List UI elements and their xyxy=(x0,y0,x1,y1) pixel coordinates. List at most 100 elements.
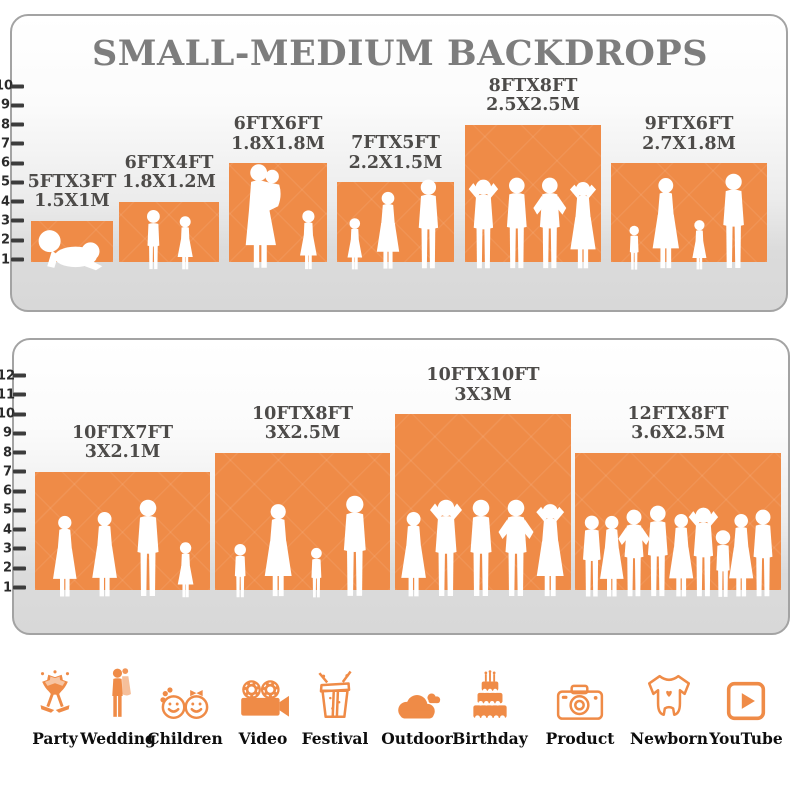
axis-tick-label: 1 xyxy=(0,252,10,267)
axis-tick-2: 2 xyxy=(0,561,26,576)
people-silhouettes xyxy=(395,499,571,599)
axis-tick-8: 8 xyxy=(0,445,26,460)
axis-tick-7: 7 xyxy=(0,464,26,479)
axis-tick-label: 7 xyxy=(2,464,12,480)
axis-tick-1: 1 xyxy=(0,580,26,595)
axis-tick-mark xyxy=(11,122,24,127)
bar-size-m: 3X2.1M xyxy=(84,442,161,463)
axis-tick-mark xyxy=(11,218,24,223)
axis-tick-4: 4 xyxy=(0,522,26,537)
crawling-baby-silhouette xyxy=(33,227,112,271)
category-wedding: Wedding xyxy=(70,666,166,748)
axis-tick-label: 9 xyxy=(2,425,12,441)
axis-tick-3: 3 xyxy=(0,213,24,228)
axis-tick-label: 2 xyxy=(2,560,12,576)
axis-tick-mark xyxy=(13,489,26,494)
axis-tick-label: 7 xyxy=(0,136,10,152)
festival-icon xyxy=(287,666,383,722)
bar-size-ft: 9FTX6FT xyxy=(644,114,734,135)
axis-tick-label: 10 xyxy=(0,78,14,94)
video-icon xyxy=(215,666,311,722)
category-birthday: Birthday xyxy=(442,666,538,748)
category-label: Festival xyxy=(301,729,369,748)
man-silhouette xyxy=(128,499,168,599)
man-arms-up-silhouette xyxy=(426,499,466,599)
bar-size-ft: 10FTX8FT xyxy=(251,403,354,424)
woman-arms-up-silhouette xyxy=(565,181,601,271)
axis-tick-mark xyxy=(11,199,24,204)
bar-size-m: 3.6X2.5M xyxy=(631,423,725,444)
bar-size-label: 10FTX7FT 3X2.1M xyxy=(71,422,174,463)
people-silhouettes xyxy=(611,173,767,271)
category-label: Party xyxy=(32,729,78,748)
axis-tick-7: 7 xyxy=(0,136,24,151)
page-title: SMALL-MEDIUM BACKDROPS xyxy=(91,33,709,74)
bar-size-ft: 10FTX7FT xyxy=(71,422,174,443)
bar-size-label: 10FTX8FT 3X2.5M xyxy=(251,403,354,444)
people-silhouettes xyxy=(229,163,327,271)
bar-size-label: 10FTX10FT 3X3M xyxy=(426,366,539,405)
bar-size-ft: 8FTX8FT xyxy=(488,75,578,96)
woman-silhouette xyxy=(372,191,404,271)
category-label: Children xyxy=(147,729,223,748)
axis-tick-label: 4 xyxy=(0,194,10,210)
axis-tick-mark xyxy=(13,412,26,417)
people-silhouettes xyxy=(119,209,219,271)
category-product: Product xyxy=(532,666,628,748)
category-label: Wedding xyxy=(80,729,156,748)
people-silhouettes xyxy=(31,227,113,271)
boy-silhouette xyxy=(306,547,327,599)
axis-tick-mark xyxy=(13,431,26,436)
bar-size-ft: 12FTX8FT xyxy=(627,403,729,424)
axis-tick-6: 6 xyxy=(0,484,26,499)
axis-tick-label: 9 xyxy=(0,97,10,113)
backdrop-panel-2: 1 2 3 4 5 6 7 8 9 10 11 12 10FTX7FT 3X2.1M 10FTX8FT 3X2… xyxy=(0,338,790,635)
bar-size-m: 1.5X1M xyxy=(34,191,110,212)
man-silhouette xyxy=(461,499,501,599)
axis-tick-label: 12 xyxy=(0,368,16,384)
girl-silhouette xyxy=(174,541,197,599)
axis-tick-label: 6 xyxy=(2,483,12,499)
bar-size-ft: 6FTX6FT xyxy=(233,114,323,135)
category-label: Birthday xyxy=(452,729,528,748)
product-icon xyxy=(532,666,628,722)
bar-size-m: 3X3M xyxy=(454,384,512,405)
axis-tick-8: 8 xyxy=(0,117,24,132)
newborn-icon xyxy=(621,666,717,722)
axis-tick-mark xyxy=(13,392,26,397)
woman-silhouette xyxy=(48,515,82,599)
axis-tick-mark xyxy=(11,257,24,262)
category-label: Outdoor xyxy=(381,729,453,748)
people-silhouettes xyxy=(575,505,781,599)
axis-tick-mark xyxy=(11,238,24,243)
party-icon xyxy=(7,666,103,722)
axis-tick-2: 2 xyxy=(0,233,24,248)
people-silhouettes xyxy=(337,179,454,271)
boy-silhouette xyxy=(625,225,643,271)
woman-silhouette xyxy=(647,177,685,271)
wedding-icon xyxy=(70,666,166,722)
axis-tick-mark xyxy=(13,527,26,532)
axis-tick-label: 8 xyxy=(2,445,12,461)
category-label: YouTube xyxy=(709,729,783,748)
birthday-icon xyxy=(442,666,538,722)
woman-silhouette xyxy=(259,503,297,599)
outdoor-icon xyxy=(369,666,465,722)
man-silhouette xyxy=(334,495,376,599)
people-silhouettes xyxy=(215,495,390,599)
category-newborn: Newborn xyxy=(621,666,717,748)
category-youtube: YouTube xyxy=(698,666,794,748)
bar-size-label: 12FTX8FT 3.6X2.5M xyxy=(627,403,729,444)
axis-tick-mark xyxy=(11,161,24,166)
axis-tick-mark xyxy=(13,450,26,455)
axis-tick-4: 4 xyxy=(0,194,24,209)
man-hands-on-hips-silhouette xyxy=(496,499,536,599)
axis-tick-mark xyxy=(13,508,26,513)
axis-tick-mark xyxy=(13,546,26,551)
bar-size-m: 3X2.5M xyxy=(264,423,341,444)
axis-tick-10: 10 xyxy=(0,407,26,422)
bar-size-label: 8FTX8FT 2.5X2.5M xyxy=(486,75,580,116)
man-arms-up-silhouette xyxy=(465,179,502,271)
axis-tick-label: 11 xyxy=(0,387,16,403)
